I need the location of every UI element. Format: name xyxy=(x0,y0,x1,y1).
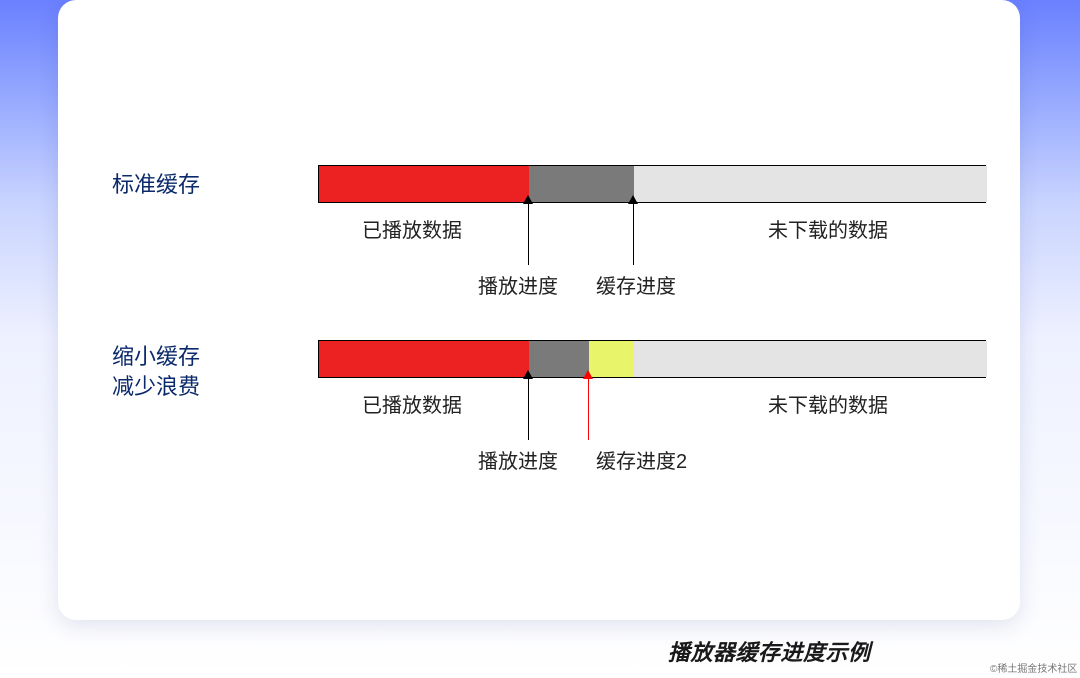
row2-arrow-buffer-progress2-label: 缓存进度2 xyxy=(596,445,687,474)
row1-label: 标准缓存 xyxy=(112,170,200,200)
arrow-line xyxy=(633,203,634,265)
content-card: 标准缓存 已播放数据 未下载的数据 播放进度 缓存进度 缩小缓存 减少浪费 xyxy=(58,0,1020,620)
row1-arrow-buffer-progress-label: 缓存进度 xyxy=(596,270,676,299)
arrow-line xyxy=(528,203,529,265)
row1-label-played: 已播放数据 xyxy=(362,214,462,243)
arrow-line xyxy=(588,378,589,440)
figure-caption: 播放器缓存进度示例 xyxy=(668,635,871,667)
arrow-line xyxy=(528,378,529,440)
row1-arrow-play-progress-label: 播放进度 xyxy=(478,270,558,299)
row2-label-played: 已播放数据 xyxy=(362,389,462,418)
row2-seg-buffer xyxy=(529,341,589,377)
row2-label-line1: 缩小缓存 xyxy=(112,344,200,369)
row2-seg-played xyxy=(319,341,529,377)
row1-seg-not-downloaded xyxy=(634,166,987,202)
row2-label-line2: 减少浪费 xyxy=(112,374,200,399)
row2-seg-not-downloaded xyxy=(634,341,987,377)
row2-bar xyxy=(318,340,986,378)
row2-arrow-play-progress-label: 播放进度 xyxy=(478,445,558,474)
row1-seg-played xyxy=(319,166,529,202)
row2-label-not-downloaded: 未下载的数据 xyxy=(768,389,888,418)
row1-seg-buffer xyxy=(529,166,634,202)
row2-label: 缩小缓存 减少浪费 xyxy=(112,342,200,401)
row1-bar xyxy=(318,165,986,203)
watermark-text: ©稀土掘金技术社区 xyxy=(990,660,1077,675)
row2-seg-saved xyxy=(589,341,634,377)
page-background: 标准缓存 已播放数据 未下载的数据 播放进度 缓存进度 缩小缓存 减少浪费 xyxy=(0,0,1080,678)
row1-label-not-downloaded: 未下载的数据 xyxy=(768,214,888,243)
